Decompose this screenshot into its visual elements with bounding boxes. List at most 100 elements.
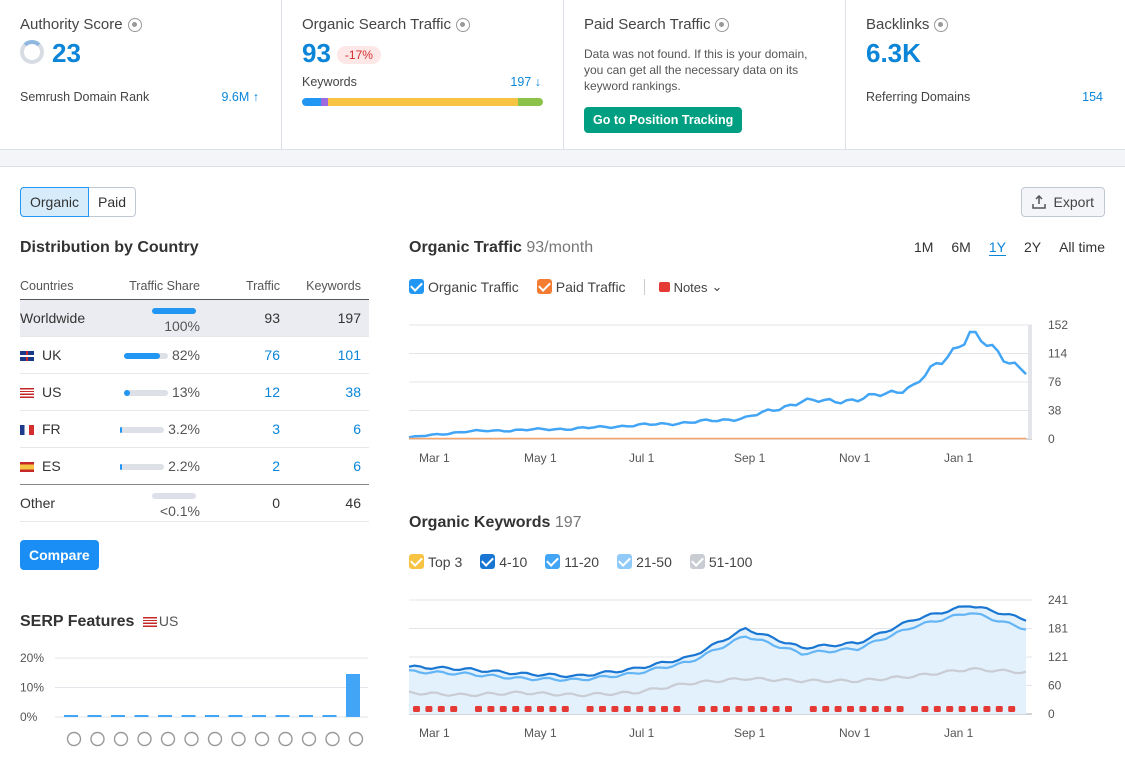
keywords-value[interactable]: 101: [288, 336, 369, 374]
serp-feature-icon: [231, 731, 246, 747]
country-name: Worldwide: [20, 299, 120, 337]
col-traffic[interactable]: Traffic: [208, 279, 288, 300]
info-icon[interactable]: [934, 17, 949, 32]
organic-traffic-card[interactable]: Organic Search Traffic 93 -17% Keywords 1…: [282, 0, 564, 150]
note-marker-icon: [735, 706, 743, 712]
export-label: Export: [1053, 194, 1094, 210]
note-marker-icon: [983, 706, 991, 712]
chart-edge: [1028, 325, 1032, 439]
serp-bar: [87, 715, 102, 717]
y-tick-label: 60: [1048, 679, 1062, 693]
info-icon[interactable]: [715, 17, 730, 32]
compare-button[interactable]: Compare: [20, 540, 99, 570]
y-tick-label: 0: [1048, 432, 1055, 446]
serp-feature-icon: [184, 731, 199, 747]
legend-top-3[interactable]: Top 3: [409, 554, 462, 570]
note-marker-icon: [958, 706, 966, 712]
traffic-value: 0: [208, 484, 288, 522]
us-flag-icon: [142, 617, 157, 628]
tab-organic[interactable]: Organic: [20, 187, 90, 217]
legend-organic-traffic[interactable]: Organic Traffic: [409, 279, 519, 295]
paid-traffic-message: Data was not found. If this is your doma…: [584, 47, 808, 93]
range-2y[interactable]: 2Y: [1023, 239, 1042, 255]
notes-dropdown[interactable]: Notes ⌄: [643, 279, 723, 295]
note-marker-icon: [760, 706, 768, 712]
country-row-other[interactable]: Other <0.1% 0 46: [20, 484, 369, 522]
col-keywords[interactable]: Keywords: [288, 279, 369, 300]
share-bar: [123, 390, 168, 397]
serp-country: US: [158, 613, 179, 629]
note-marker-icon: [499, 706, 507, 712]
legend-4-10[interactable]: 4-10: [480, 554, 527, 570]
traffic-value[interactable]: 76: [208, 336, 288, 374]
col-traffic-share[interactable]: Traffic Share: [120, 279, 208, 300]
x-tick-label: Nov 1: [839, 726, 871, 740]
domain-rank-label: Semrush Domain Rank: [20, 90, 150, 104]
note-marker-icon: [710, 706, 718, 712]
backlinks-card[interactable]: Backlinks 6.3K Referring Domains 154: [846, 0, 1125, 150]
y-tick-label: 121: [1048, 650, 1068, 664]
domain-rank-value[interactable]: 9.6M ↑: [221, 90, 259, 104]
country-name: UK: [20, 336, 120, 374]
note-marker-icon: [698, 706, 706, 712]
serp-bar: [346, 674, 360, 717]
chevron-down-icon: ⌄: [711, 279, 723, 294]
note-marker-icon: [871, 706, 879, 712]
keywords-value[interactable]: 6: [288, 447, 369, 485]
country-row-es[interactable]: ES 2.2% 2 6: [20, 447, 369, 485]
range-1y[interactable]: 1Y: [988, 239, 1006, 256]
col-countries[interactable]: Countries: [20, 279, 120, 300]
series-51-100: [408, 666, 1027, 698]
range-1m[interactable]: 1M: [913, 239, 934, 255]
info-icon[interactable]: [127, 17, 142, 32]
note-marker-icon: [995, 706, 1003, 712]
traffic-change-badge: -17%: [336, 46, 381, 65]
export-button[interactable]: Export: [1020, 187, 1105, 217]
legend-11-20[interactable]: 11-20: [545, 554, 599, 570]
summary-cards: Authority Score 23 Semrush Domain Rank 9…: [0, 0, 1125, 150]
serp-feature-icon: [90, 731, 105, 747]
legend-51-100[interactable]: 51-100: [689, 554, 752, 570]
traffic-value[interactable]: 3: [208, 410, 288, 448]
country-row-worldwide[interactable]: Worldwide 100% 93 197: [20, 299, 369, 337]
organic-keywords-chart-title: Organic Keywords 197: [409, 514, 582, 531]
keywords-legend: Top 3 4-10 11-20 21-50 51-100: [409, 554, 752, 570]
note-marker-icon: [933, 706, 941, 712]
note-marker-icon: [772, 706, 780, 712]
legend-paid-traffic[interactable]: Paid Traffic: [536, 279, 626, 295]
traffic-value[interactable]: 12: [208, 373, 288, 411]
y-tick-label: 38: [1048, 404, 1062, 418]
go-to-position-tracking-button[interactable]: Go to Position Tracking: [584, 107, 743, 133]
referring-domains-value[interactable]: 154: [1082, 90, 1103, 104]
serp-bar: [252, 715, 266, 717]
serp-bar: [111, 715, 125, 717]
note-marker-icon: [487, 706, 495, 712]
x-tick-label: May 1: [524, 726, 557, 740]
serp-bar: [322, 715, 337, 717]
serp-feature-icon: [113, 731, 129, 747]
x-tick-label: Sep 1: [734, 451, 766, 465]
flag-icon: [20, 425, 34, 436]
keywords-value[interactable]: 6: [288, 410, 369, 448]
country-row-us[interactable]: US 13% 12 38: [20, 373, 369, 411]
traffic-share: 2.2%: [120, 447, 208, 485]
tab-paid[interactable]: Paid: [89, 187, 137, 217]
country-row-fr[interactable]: FR 3.2% 3 6: [20, 410, 369, 448]
note-marker-icon: [561, 706, 569, 712]
range-6m[interactable]: 6M: [951, 239, 971, 255]
keywords-label: Keywords: [302, 75, 357, 89]
authority-score-card[interactable]: Authority Score 23 Semrush Domain Rank 9…: [0, 0, 282, 150]
range-all-time[interactable]: All time: [1059, 239, 1105, 255]
country-row-uk[interactable]: UK 82% 76 101: [20, 336, 369, 374]
keywords-value[interactable]: 38: [288, 373, 369, 411]
country-table: Countries Traffic Share Traffic Keywords…: [20, 279, 369, 522]
legend-21-50[interactable]: 21-50: [617, 554, 672, 570]
serp-feature-icon: [348, 731, 364, 747]
traffic-share: 82%: [120, 336, 208, 374]
note-marker-icon: [1008, 706, 1016, 712]
serp-feature-icon: [278, 731, 293, 747]
paid-traffic-card[interactable]: Paid Search Traffic Data was not found. …: [564, 0, 846, 150]
keywords-value[interactable]: 197 ↓: [510, 75, 541, 89]
traffic-value[interactable]: 2: [208, 447, 288, 485]
info-icon[interactable]: [455, 17, 470, 32]
